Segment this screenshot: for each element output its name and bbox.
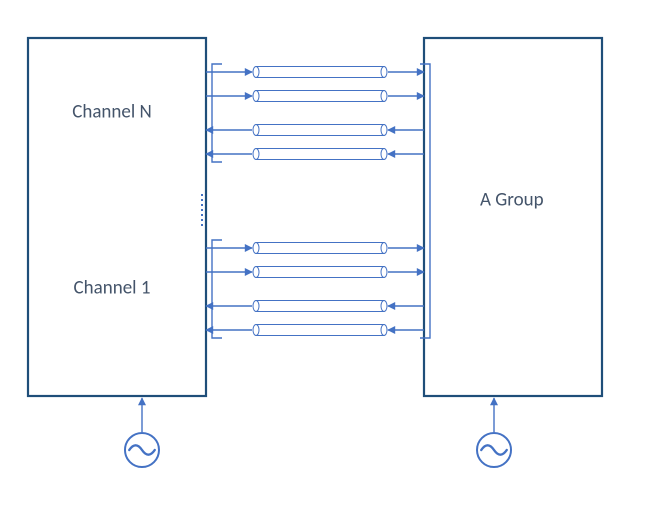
link-pipe-cap	[381, 149, 387, 160]
link-pipe-cap	[381, 267, 387, 278]
diagram-canvas: Channel N Channel 1 A Group	[0, 0, 649, 510]
ellipsis-dot	[201, 194, 203, 196]
link-pipe	[256, 243, 384, 254]
link-pipe	[256, 267, 384, 278]
link-pipe	[256, 125, 384, 136]
group-label: A Group	[480, 189, 544, 212]
link-pipe-cap	[253, 149, 259, 160]
link-pipe	[256, 301, 384, 312]
link-pipe-cap	[381, 301, 387, 312]
left-box	[28, 38, 206, 396]
link-pipe-cap	[253, 267, 259, 278]
link-pipe-cap	[381, 243, 387, 254]
link-pipe-cap	[253, 325, 259, 336]
ellipsis-dot	[201, 214, 203, 216]
link-pipe-cap	[253, 243, 259, 254]
link-pipe-cap	[381, 91, 387, 102]
link-pipe	[256, 325, 384, 336]
link-pipe	[256, 149, 384, 160]
link-pipe	[256, 67, 384, 78]
link-pipe-cap	[253, 91, 259, 102]
channel-n-label: Channel N	[72, 101, 152, 124]
link-pipe	[256, 91, 384, 102]
ellipsis-dot	[201, 199, 203, 201]
ellipsis-dot	[201, 224, 203, 226]
link-pipe-cap	[381, 325, 387, 336]
ellipsis-dot	[201, 204, 203, 206]
link-pipe-cap	[253, 125, 259, 136]
channel-1-label: Channel 1	[74, 277, 151, 300]
ellipsis-dot	[201, 219, 203, 221]
ellipsis-dot	[201, 209, 203, 211]
link-pipe-cap	[253, 67, 259, 78]
link-pipe-cap	[381, 125, 387, 136]
link-pipe-cap	[253, 301, 259, 312]
link-pipe-cap	[381, 67, 387, 78]
right-box	[424, 38, 602, 396]
